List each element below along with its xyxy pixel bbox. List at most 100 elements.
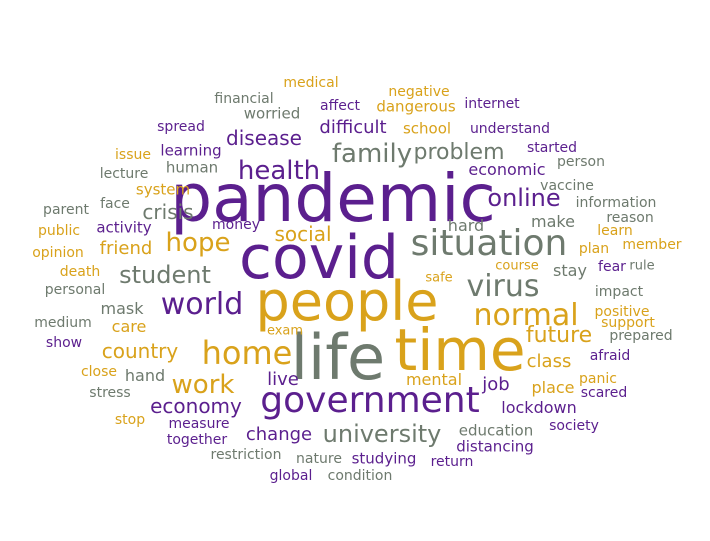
word-economy: economy xyxy=(150,394,242,418)
word-live: live xyxy=(267,369,299,390)
word-impact: impact xyxy=(594,284,644,300)
word-together: together xyxy=(166,432,228,448)
word-condition: condition xyxy=(327,468,393,484)
word-parent: parent xyxy=(43,202,89,218)
word-crisis: crisis xyxy=(142,200,194,224)
word-life: life xyxy=(290,321,386,394)
word-stop: stop xyxy=(114,412,146,428)
word-started: started xyxy=(526,140,578,156)
word-scared: scared xyxy=(580,385,628,401)
word-support: support xyxy=(601,315,655,331)
word-activity: activity xyxy=(96,218,152,237)
word-situation: situation xyxy=(410,223,568,264)
word-job: job xyxy=(482,374,510,395)
word-disease: disease xyxy=(226,126,302,150)
word-close: close xyxy=(80,364,118,380)
word-government: government xyxy=(260,380,480,421)
word-panic: panic xyxy=(579,371,617,387)
word-difficult: difficult xyxy=(319,117,387,138)
word-negative: negative xyxy=(388,84,450,100)
word-normal: normal xyxy=(473,298,579,333)
word-internet: internet xyxy=(464,96,520,112)
word-spread: spread xyxy=(157,119,205,135)
word-stress: stress xyxy=(89,385,131,401)
word-home: home xyxy=(201,334,293,372)
word-system: system xyxy=(135,180,191,199)
word-medical: medical xyxy=(283,75,339,91)
word-education: education xyxy=(458,421,534,440)
word-pandemic: pandemic xyxy=(170,160,496,237)
word-prepared: prepared xyxy=(609,328,673,344)
word-exam: exam xyxy=(266,323,304,339)
word-member: member xyxy=(622,237,682,253)
word-restriction: restriction xyxy=(210,447,282,463)
word-care: care xyxy=(111,317,147,336)
word-dangerous: dangerous xyxy=(376,97,456,116)
word-nature: nature xyxy=(296,451,342,467)
word-mask: mask xyxy=(100,299,144,318)
word-face: face xyxy=(100,196,130,212)
word-stay: stay xyxy=(553,261,587,280)
word-fear: fear xyxy=(598,259,626,275)
word-measure: measure xyxy=(168,416,230,432)
word-learning: learning xyxy=(160,141,222,160)
word-affect: affect xyxy=(319,98,361,114)
word-financial: financial xyxy=(214,91,274,107)
word-place: place xyxy=(531,378,575,397)
word-school: school xyxy=(402,119,452,138)
word-friend: friend xyxy=(99,238,153,259)
word-future: future xyxy=(525,323,593,348)
word-covid: covid xyxy=(239,223,399,293)
word-online: online xyxy=(487,184,561,212)
word-personal: personal xyxy=(44,282,106,298)
word-virus: virus xyxy=(466,269,540,304)
word-person: person xyxy=(557,154,605,170)
word-opinion: opinion xyxy=(32,245,84,261)
word-make: make xyxy=(531,212,575,231)
word-family: family xyxy=(331,139,413,169)
word-class: class xyxy=(526,351,572,372)
word-reason: reason xyxy=(606,210,654,226)
word-hand: hand xyxy=(124,366,166,385)
word-student: student xyxy=(119,261,211,289)
word-hard: hard xyxy=(447,216,485,235)
word-health: health xyxy=(237,156,321,186)
word-issue: issue xyxy=(115,147,151,163)
word-people: people xyxy=(255,270,439,333)
word-information: information xyxy=(575,195,657,211)
word-understand: understand xyxy=(469,121,551,137)
word-distancing: distancing xyxy=(456,437,534,456)
word-return: return xyxy=(430,454,474,470)
word-course: course xyxy=(495,258,539,274)
word-work: work xyxy=(171,370,235,400)
word-world: world xyxy=(160,287,244,322)
word-time: time xyxy=(394,316,526,384)
word-social: social xyxy=(274,222,332,246)
word-mental: mental xyxy=(405,370,463,389)
word-economic: economic xyxy=(468,160,546,179)
word-university: university xyxy=(322,420,442,448)
word-studying: studying xyxy=(351,449,417,468)
word-human: human xyxy=(165,158,219,177)
word-safe: safe xyxy=(425,270,453,286)
word-learn: learn xyxy=(597,223,633,239)
word-death: death xyxy=(59,264,101,280)
word-country: country xyxy=(101,339,179,363)
word-afraid: afraid xyxy=(589,348,631,364)
word-medium: medium xyxy=(34,315,92,331)
word-positive: positive xyxy=(594,304,650,320)
word-public: public xyxy=(37,223,81,239)
word-hope: hope xyxy=(165,228,231,258)
word-society: society xyxy=(549,418,599,434)
word-problem: problem xyxy=(413,140,505,165)
word-vaccine: vaccine xyxy=(540,178,594,194)
word-rule: rule xyxy=(629,258,655,274)
word-lockdown: lockdown xyxy=(501,398,577,417)
word-worried: worried xyxy=(243,104,301,123)
word-plan: plan xyxy=(578,241,610,257)
word-show: show xyxy=(45,335,83,351)
word-lecture: lecture xyxy=(99,166,149,182)
word-money: money xyxy=(212,217,260,233)
word-change: change xyxy=(245,424,313,445)
